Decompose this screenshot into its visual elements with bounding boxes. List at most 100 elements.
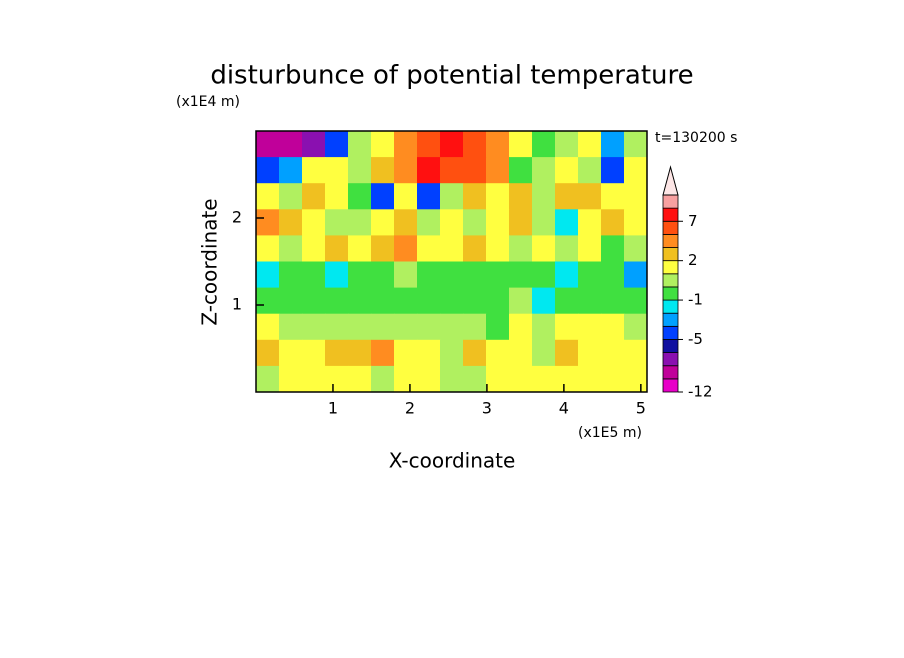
field-cell bbox=[394, 131, 418, 158]
field-cell bbox=[394, 339, 418, 367]
field-cell bbox=[417, 209, 441, 236]
field-cell bbox=[486, 183, 510, 210]
field-cell bbox=[578, 339, 602, 367]
field-cell bbox=[279, 157, 303, 184]
field-cell bbox=[601, 365, 625, 393]
field-cell bbox=[371, 235, 395, 262]
field-cell bbox=[348, 365, 372, 393]
field-cell bbox=[371, 261, 395, 289]
colorbar-box bbox=[662, 325, 679, 340]
field-cell bbox=[394, 365, 418, 393]
field-cell bbox=[555, 131, 579, 158]
colorbar-box bbox=[662, 233, 679, 248]
colorbar-box bbox=[662, 273, 679, 288]
field-cell bbox=[440, 261, 464, 289]
field-cell bbox=[394, 261, 418, 289]
field-cell bbox=[601, 313, 625, 341]
y-tick-label: 2 bbox=[232, 208, 242, 227]
field-cell bbox=[486, 235, 510, 262]
field-cell bbox=[509, 261, 533, 289]
field-cell bbox=[417, 365, 441, 393]
field-cell bbox=[532, 261, 556, 289]
field-cell bbox=[348, 157, 372, 184]
y-axis-label: Z-coordinate bbox=[198, 198, 222, 325]
y-unit-label: (x1E4 m) bbox=[176, 94, 240, 110]
field-cell bbox=[279, 287, 303, 315]
field-cell bbox=[256, 235, 280, 262]
x-tick-label: 4 bbox=[559, 399, 569, 418]
field-cell bbox=[486, 313, 510, 341]
field-cell bbox=[417, 313, 441, 341]
field-cell bbox=[325, 365, 349, 393]
field-cell bbox=[486, 261, 510, 289]
field-cell bbox=[325, 183, 349, 210]
field-cell bbox=[601, 339, 625, 367]
field-cell bbox=[256, 287, 280, 315]
field-cell bbox=[624, 235, 648, 262]
colorbar-box bbox=[662, 260, 679, 275]
field-cell bbox=[256, 313, 280, 341]
field-cell bbox=[555, 313, 579, 341]
field-cell bbox=[256, 261, 280, 289]
field-cell bbox=[601, 131, 625, 158]
field-cell bbox=[624, 183, 648, 210]
field-cell bbox=[532, 209, 556, 236]
field-cell bbox=[555, 261, 579, 289]
field-cell bbox=[440, 183, 464, 210]
field-cell bbox=[417, 131, 441, 158]
field-cell bbox=[624, 339, 648, 367]
chart-title: disturbunce of potential temperature bbox=[210, 61, 693, 91]
field-cell bbox=[463, 131, 487, 158]
field-cell bbox=[256, 339, 280, 367]
field-cell bbox=[302, 183, 326, 210]
field-cell bbox=[440, 235, 464, 262]
field-cell bbox=[463, 313, 487, 341]
plot-frame bbox=[255, 130, 648, 393]
colorbar-label: -12 bbox=[688, 383, 713, 401]
field-cell bbox=[440, 313, 464, 341]
field-cell bbox=[624, 209, 648, 236]
field-cell bbox=[578, 183, 602, 210]
field-cell bbox=[279, 365, 303, 393]
field-cell bbox=[463, 339, 487, 367]
field-cell bbox=[601, 183, 625, 210]
field-cell bbox=[394, 209, 418, 236]
field-cell bbox=[256, 365, 280, 393]
field-cell bbox=[440, 157, 464, 184]
field-cell bbox=[371, 183, 395, 210]
field-cell bbox=[555, 365, 579, 393]
field-cell bbox=[302, 209, 326, 236]
field-cell bbox=[624, 365, 648, 393]
field-cell bbox=[463, 365, 487, 393]
field-cell bbox=[279, 131, 303, 158]
field-cell bbox=[509, 365, 533, 393]
field-cell bbox=[509, 157, 533, 184]
field-cell bbox=[302, 235, 326, 262]
field-cell bbox=[486, 339, 510, 367]
field-cell bbox=[302, 261, 326, 289]
field-cell bbox=[371, 313, 395, 341]
x-tick-label: 2 bbox=[405, 399, 415, 418]
field-cell bbox=[302, 157, 326, 184]
field-cell bbox=[578, 313, 602, 341]
field-cell bbox=[302, 313, 326, 341]
field-cell bbox=[555, 339, 579, 367]
colorbar-box bbox=[662, 365, 679, 380]
field-cell bbox=[555, 157, 579, 184]
field-cell bbox=[325, 157, 349, 184]
field-cell bbox=[532, 183, 556, 210]
colorbar-label: 7 bbox=[688, 212, 698, 230]
field-cell bbox=[486, 209, 510, 236]
field-cell bbox=[532, 287, 556, 315]
field-cell bbox=[532, 235, 556, 262]
y-tick-label: 1 bbox=[232, 295, 242, 314]
field-cell bbox=[325, 209, 349, 236]
field-cell bbox=[624, 157, 648, 184]
colorbar-box bbox=[662, 194, 679, 209]
field-cell bbox=[555, 183, 579, 210]
x-tick-label: 3 bbox=[482, 399, 492, 418]
field-cell bbox=[371, 157, 395, 184]
field-cell bbox=[417, 183, 441, 210]
field-cell bbox=[509, 287, 533, 315]
